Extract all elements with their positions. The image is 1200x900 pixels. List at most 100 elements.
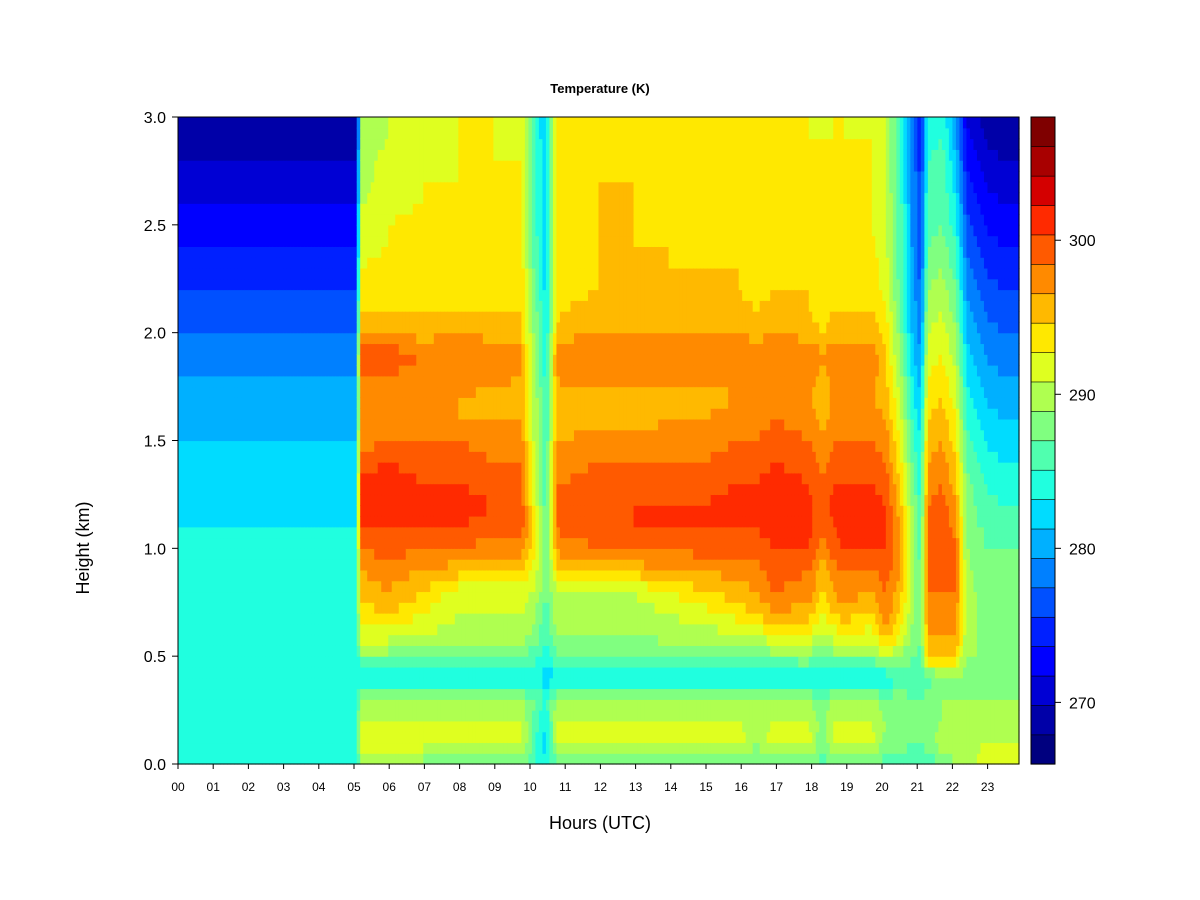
heatmap-cell — [454, 656, 459, 668]
heatmap-cell — [265, 138, 270, 150]
heatmap-cell — [465, 246, 470, 258]
heatmap-cell — [325, 170, 330, 183]
heatmap-cell — [430, 289, 435, 301]
heatmap-cell — [265, 332, 270, 345]
heatmap-cell — [279, 451, 284, 463]
heatmap-cell — [272, 192, 277, 204]
heatmap-cell — [286, 267, 291, 280]
heatmap-cell — [440, 634, 445, 646]
heatmap-cell — [458, 505, 463, 517]
heatmap-cell — [185, 569, 190, 582]
heatmap-cell — [251, 753, 256, 765]
heatmap-cell — [195, 505, 200, 517]
heatmap-cell — [444, 613, 449, 625]
heatmap-cell — [339, 688, 344, 700]
heatmap-cell — [234, 505, 239, 517]
heatmap-cell — [185, 289, 190, 301]
heatmap-cell — [423, 720, 428, 733]
heatmap-cell — [423, 192, 428, 204]
heatmap-cell — [276, 149, 281, 161]
heatmap-cell — [388, 117, 393, 129]
heatmap-cell — [185, 548, 190, 560]
heatmap-cell — [244, 645, 249, 657]
heatmap-cell — [412, 591, 417, 603]
heatmap-cell — [360, 666, 365, 679]
heatmap-cell — [419, 548, 424, 560]
heatmap-cell — [374, 623, 379, 636]
heatmap-cell — [339, 311, 344, 323]
heatmap-cell — [367, 677, 372, 690]
heatmap-cell — [335, 494, 340, 506]
heatmap-cell — [290, 386, 295, 398]
heatmap-cell — [297, 526, 302, 539]
heatmap-cell — [468, 634, 473, 646]
heatmap-cell — [398, 742, 403, 754]
heatmap-cell — [465, 753, 470, 765]
heatmap-cell — [391, 408, 396, 420]
heatmap-cell — [188, 311, 193, 323]
heatmap-cell — [269, 418, 274, 431]
heatmap-cell — [209, 127, 214, 140]
heatmap-cell — [360, 602, 365, 614]
heatmap-cell — [433, 569, 438, 582]
heatmap-cell — [384, 720, 389, 733]
heatmap-cell — [325, 408, 330, 420]
heatmap-cell — [311, 613, 316, 625]
heatmap-cell — [241, 192, 246, 204]
heatmap-cell — [269, 699, 274, 711]
heatmap-cell — [377, 289, 382, 301]
heatmap-cell — [307, 375, 312, 388]
heatmap-cell — [213, 699, 218, 711]
heatmap-cell — [437, 623, 442, 636]
heatmap-cell — [363, 149, 368, 161]
heatmap-cell — [426, 440, 431, 452]
heatmap-cell — [283, 462, 288, 474]
heatmap-cell — [248, 170, 253, 183]
heatmap-cell — [416, 408, 421, 420]
heatmap-cell — [426, 149, 431, 161]
heatmap-cell — [251, 235, 256, 247]
heatmap-cell — [430, 753, 435, 765]
heatmap-cell — [244, 332, 249, 345]
heatmap-cell — [181, 235, 186, 247]
heatmap-cell — [402, 214, 407, 226]
heatmap-cell — [468, 613, 473, 625]
heatmap-cell — [377, 591, 382, 603]
heatmap-cell — [283, 343, 288, 355]
heatmap-cell — [391, 559, 396, 571]
heatmap-cell — [423, 267, 428, 280]
heatmap-cell — [283, 408, 288, 420]
heatmap-cell — [353, 224, 358, 237]
heatmap-cell — [451, 289, 456, 301]
heatmap-cell — [461, 429, 466, 442]
heatmap-cell — [318, 170, 323, 183]
heatmap-cell — [297, 138, 302, 150]
heatmap-cell — [181, 267, 186, 280]
heatmap-cell — [216, 246, 221, 258]
heatmap-cell — [412, 257, 417, 269]
heatmap-cell — [209, 192, 214, 204]
heatmap-cell — [342, 731, 347, 744]
heatmap-cell — [297, 613, 302, 625]
heatmap-cell — [388, 418, 393, 431]
heatmap-cell — [321, 742, 326, 754]
heatmap-cell — [300, 386, 305, 398]
heatmap-cell — [311, 580, 316, 593]
heatmap-cell — [269, 170, 274, 183]
heatmap-cell — [244, 289, 249, 301]
heatmap-cell — [395, 634, 400, 646]
heatmap-cell — [321, 569, 326, 582]
heatmap-cell — [248, 354, 253, 366]
heatmap-cell — [444, 451, 449, 463]
heatmap-cell — [430, 666, 435, 679]
heatmap-cell — [360, 656, 365, 668]
heatmap-cell — [185, 235, 190, 247]
heatmap-cell — [251, 127, 256, 140]
heatmap-cell — [440, 354, 445, 366]
heatmap-cell — [220, 160, 225, 172]
heatmap-cell — [199, 634, 204, 646]
heatmap-cell — [241, 462, 246, 474]
heatmap-cell — [311, 203, 316, 215]
heatmap-cell — [255, 645, 260, 657]
heatmap-cell — [290, 548, 295, 560]
